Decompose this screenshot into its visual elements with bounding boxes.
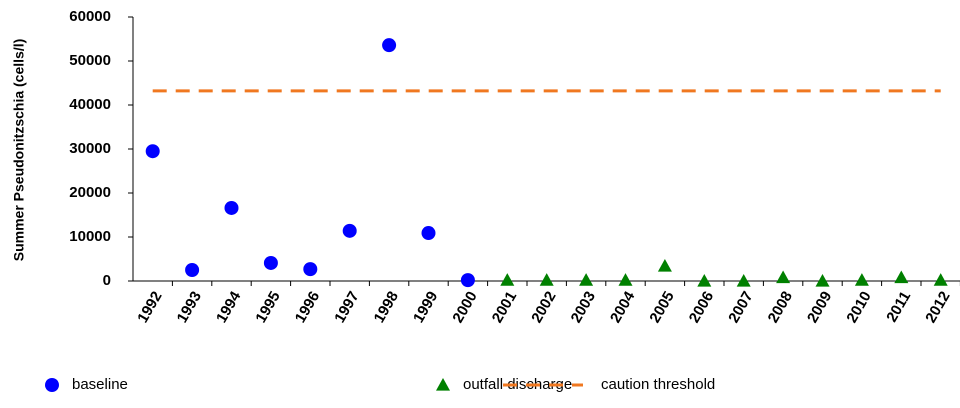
x-tick-label: 2005 — [646, 288, 677, 325]
point — [185, 263, 200, 277]
x-tick-label: 2010 — [843, 288, 874, 325]
y-tick-label: 60000 — [69, 8, 111, 25]
x-tick-label: 1992 — [134, 288, 165, 325]
x-tick-label: 2009 — [804, 288, 835, 325]
legend-label: baseline — [72, 376, 128, 393]
point — [382, 38, 397, 53]
legend-label: caution threshold — [601, 376, 715, 393]
x-tick-label: 2000 — [449, 288, 480, 325]
point — [815, 274, 830, 287]
point — [697, 274, 712, 287]
point — [579, 273, 594, 286]
legend-marker — [45, 378, 59, 392]
x-tick-label: 2002 — [528, 288, 559, 325]
point — [736, 274, 751, 287]
y-tick-label: 50000 — [69, 52, 111, 69]
x-tick-label: 2006 — [686, 288, 717, 325]
x-tick-label: 1995 — [252, 288, 283, 325]
point — [539, 273, 554, 286]
point — [421, 226, 436, 241]
x-tick-label: 1996 — [292, 288, 323, 325]
point — [933, 273, 948, 286]
x-tick-label: 2012 — [922, 288, 953, 325]
x-tick-label: 2004 — [607, 288, 639, 326]
y-tick-label: 10000 — [69, 228, 111, 245]
y-tick-label: 20000 — [69, 184, 111, 201]
point — [618, 273, 633, 286]
point — [263, 255, 278, 270]
point — [145, 144, 160, 159]
y-tick-label: 30000 — [69, 140, 111, 157]
point — [776, 270, 791, 284]
point — [224, 200, 239, 215]
x-tick-label: 1993 — [174, 288, 205, 325]
point — [303, 262, 318, 277]
x-tick-label: 1999 — [410, 288, 441, 325]
x-tick-label: 1998 — [371, 288, 402, 325]
x-tick-label: 1997 — [331, 288, 362, 325]
point — [342, 223, 357, 238]
y-tick-label: 0 — [103, 272, 111, 289]
point — [894, 270, 909, 284]
point — [460, 273, 475, 288]
y-axis-label: Summer Pseudonitzschia (cells/l) — [11, 39, 27, 262]
x-tick-label: 2007 — [725, 288, 756, 325]
x-tick-label: 2008 — [765, 288, 796, 325]
point — [854, 273, 869, 286]
point — [657, 259, 672, 272]
x-tick-label: 2001 — [489, 288, 520, 325]
legend-label: outfall discharge — [463, 376, 572, 393]
y-tick-label: 40000 — [69, 96, 111, 113]
legend-marker — [436, 378, 450, 391]
x-tick-label: 2011 — [883, 288, 914, 325]
x-tick-label: 1994 — [213, 288, 245, 326]
point — [500, 273, 515, 286]
x-tick-label: 2003 — [568, 288, 599, 325]
